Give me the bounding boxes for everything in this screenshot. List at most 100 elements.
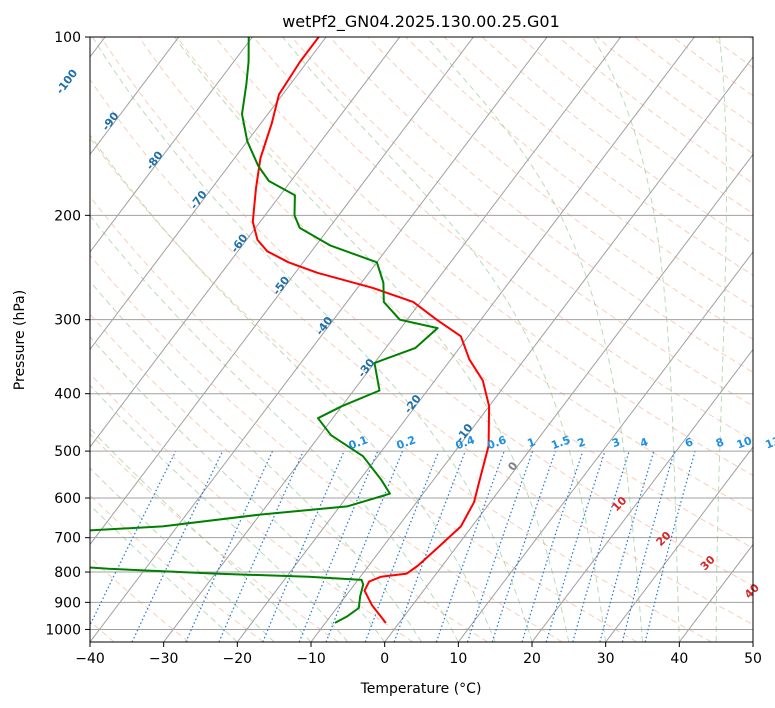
isotherm-line [384,153,753,642]
mixing-ratio-line [435,451,505,642]
mixing-ratio-line [131,451,223,642]
mixing-ratio-line [185,451,273,642]
isotherm-line [310,56,753,642]
sounding-profiles [90,37,491,624]
isotherm-line [90,37,180,156]
isotherms [90,37,753,642]
x-tick-label: 50 [744,651,762,667]
mixing-ratio-lines [90,451,696,642]
pressure-gridlines [90,37,753,630]
mixing-ratio-line [521,451,584,642]
dry-adiabat-line [367,37,753,340]
mixing-ratio-line [599,451,655,642]
dry-adiabat-line [100,37,753,587]
temperature-profile-line [251,37,491,624]
plot-area [90,37,753,642]
moist-adiabat-line [90,467,275,642]
dry-adiabat-line [405,37,753,308]
plot-frame [89,36,754,643]
moist-adiabat-line [90,134,496,642]
dry-adiabats [90,37,753,642]
x-tick-label: −40 [75,651,105,667]
y-tick-label: 400 [54,387,81,403]
y-axis-label: Pressure (hPa) [12,290,28,390]
isotherm-line [90,37,253,253]
y-tick-label: 1000 [45,622,81,638]
x-tick-label: 20 [523,651,541,667]
mixing-ratio-label: 4 [638,435,650,450]
isotherm-line [236,37,695,642]
y-axis-ticks: 100 200 300 400 500 600 700 800 900 1000 [45,30,90,638]
moist-adiabat-line [592,37,680,642]
mixing-ratio-line [545,451,606,642]
y-tick-label: 500 [54,444,81,460]
x-tick-label: 40 [670,651,688,667]
moist-adiabat-line [174,37,570,642]
dry-adiabat-line [90,494,264,642]
mixing-ratio-label: 0.2 [395,433,418,452]
y-tick-label: 900 [54,595,81,611]
dry-adiabat-line [443,37,753,276]
dry-adiabat-line [90,254,563,642]
y-tick-label: 600 [54,491,81,507]
x-tick-label: −10 [296,651,326,667]
x-tick-label: 30 [597,651,615,667]
mixing-ratio-label: 0.6 [485,433,508,452]
dry-adiabat-line [90,373,414,642]
y-tick-label: 300 [54,313,81,329]
dry-adiabat-line [291,37,753,407]
mixing-ratio-line [262,451,345,642]
dry-adiabat-line [253,37,753,441]
isotherm-line [163,37,622,642]
mixing-ratio-line [572,451,630,642]
y-tick-label: 100 [54,30,81,46]
dewpoint-profile-line [90,37,439,624]
chart-title: wetPf2_GN04.2025.130.00.25.G01 [282,12,560,32]
isotherm-line [90,37,548,642]
isotherm-line [605,446,753,642]
dry-adiabat-line [138,37,753,549]
moist-adiabat-line [90,504,238,642]
mixing-ratio-label: 10 [735,434,754,452]
mixing-ratio-label: 8 [714,435,726,450]
mixing-ratio-label: 3 [610,435,622,450]
mixing-ratio-line [466,451,534,642]
moist-adiabat-line [90,336,386,642]
moist-adiabat-line [90,214,459,642]
x-axis-label: Temperature (°C) [360,681,482,697]
y-tick-label: 700 [54,531,81,547]
x-tick-label: 10 [449,651,467,667]
mixing-ratio-line [90,451,177,627]
mixing-ratio-label: 6 [683,435,695,450]
isotherm-line [457,251,753,642]
dry-adiabat-line [90,195,638,642]
y-tick-label: 200 [54,208,81,224]
moist-adiabat-line [90,280,422,642]
mixing-ratio-label: 0.1 [347,433,370,452]
dry-adiabat-line [90,313,488,642]
moist-adiabat-line [91,37,533,642]
moist-adiabat-line [715,37,727,642]
moist-adiabat-line [90,384,349,642]
x-tick-label: −30 [149,651,179,667]
mixing-ratio-label: 1 [526,435,538,450]
mixing-ratio-label: 13 [764,434,775,451]
mixing-ratio-line [393,451,466,642]
moist-adiabats [90,37,727,642]
moist-adiabat-line [282,37,607,642]
dry-adiabat-line [520,37,753,214]
dry-adiabat-line [176,37,753,512]
mixing-ratio-line [218,451,304,642]
isotherm-line [90,37,327,351]
moist-adiabat-line [90,427,312,642]
dry-adiabat-line [90,137,712,642]
mixing-ratio-line [491,451,556,642]
mixing-ratio-label: 1.5 [549,433,572,452]
y-tick-label: 800 [54,565,81,581]
isotherm-line [90,37,401,448]
dry-adiabat-line [481,37,753,245]
mixing-ratio-line [644,451,696,642]
mixing-ratio-label: 2 [576,435,588,450]
